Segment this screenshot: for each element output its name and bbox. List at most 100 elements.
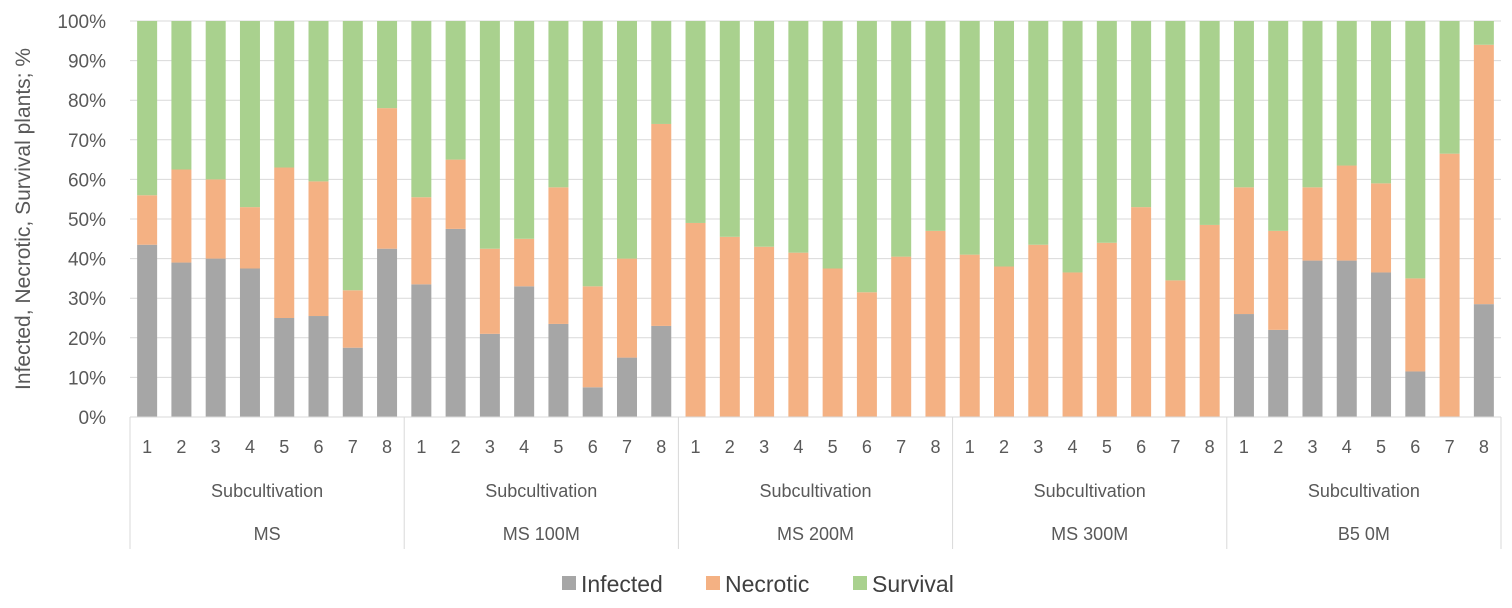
- bar-segment-infected: [308, 316, 329, 417]
- x-tick-label: 5: [828, 437, 838, 457]
- group-label: MS 300M: [1051, 524, 1128, 544]
- bar-segment-survival: [1268, 21, 1289, 231]
- bar-segment-survival: [1028, 21, 1049, 245]
- bar-segment-survival: [1062, 21, 1083, 273]
- legend-label: Survival: [872, 571, 954, 597]
- group-sublabel: Subcultivation: [211, 481, 323, 501]
- x-tick-label: 1: [965, 437, 975, 457]
- bar-segment-necrotic: [822, 268, 843, 417]
- bar-segment-survival: [1199, 21, 1220, 225]
- x-tick-label: 8: [382, 437, 392, 457]
- bar-segment-necrotic: [685, 222, 706, 417]
- x-tick-label: 4: [793, 437, 803, 457]
- bar-segment-necrotic: [754, 246, 775, 417]
- bar-segment-survival: [616, 21, 637, 259]
- bar-segment-infected: [239, 268, 260, 417]
- bar-segment-infected: [1302, 260, 1323, 417]
- x-tick-label: 6: [862, 437, 872, 457]
- y-tick-label: 30%: [68, 289, 106, 310]
- group-sublabel: Subcultivation: [759, 481, 871, 501]
- x-tick-label: 1: [416, 437, 426, 457]
- bar-segment-survival: [171, 21, 192, 170]
- bar-segment-survival: [377, 21, 398, 109]
- bar-segment-survival: [994, 21, 1015, 267]
- bar-segment-infected: [445, 228, 466, 417]
- bar-segment-infected: [377, 248, 398, 417]
- y-tick-label: 60%: [68, 170, 106, 191]
- bar-segment-survival: [651, 21, 672, 124]
- x-tick-label: 1: [1239, 437, 1249, 457]
- y-tick-label: 80%: [68, 91, 106, 112]
- bar-segment-survival: [1302, 21, 1323, 188]
- bar-segment-survival: [891, 21, 912, 257]
- x-tick-label: 6: [588, 437, 598, 457]
- bar-segment-necrotic: [856, 292, 877, 417]
- bar-segment-survival: [925, 21, 946, 231]
- bars: [137, 21, 1494, 417]
- x-tick-label: 7: [1170, 437, 1180, 457]
- bar-segment-infected: [1336, 260, 1357, 417]
- x-tick-label: 3: [1307, 437, 1317, 457]
- x-tick-label: 5: [1376, 437, 1386, 457]
- bar-segment-necrotic: [719, 236, 740, 417]
- y-tick-label: 10%: [68, 368, 106, 389]
- bar-segment-infected: [651, 325, 672, 417]
- bar-segment-survival: [1371, 21, 1392, 184]
- x-tick-label: 5: [279, 437, 289, 457]
- group-sublabel: Subcultivation: [1034, 481, 1146, 501]
- x-tick-label: 8: [930, 437, 940, 457]
- x-tick-label: 1: [142, 437, 152, 457]
- bar-segment-necrotic: [616, 258, 637, 358]
- y-tick-label: 100%: [57, 12, 106, 33]
- bar-segment-necrotic: [411, 197, 432, 285]
- x-tick-label: 2: [176, 437, 186, 457]
- y-tick-label: 40%: [68, 250, 106, 271]
- x-tick-label: 7: [348, 437, 358, 457]
- bar-segment-necrotic: [994, 266, 1015, 417]
- bar-segment-survival: [308, 21, 329, 182]
- bar-segment-survival: [205, 21, 226, 180]
- bar-segment-necrotic: [891, 256, 912, 417]
- bar-segment-infected: [548, 323, 569, 417]
- group-label: MS: [254, 524, 281, 544]
- bar-segment-necrotic: [1336, 165, 1357, 261]
- bar-segment-survival: [1233, 21, 1254, 188]
- bar-segment-survival: [239, 21, 260, 208]
- legend-label: Necrotic: [725, 571, 809, 597]
- y-tick-label: 20%: [68, 329, 106, 350]
- group-sublabel: Subcultivation: [1308, 481, 1420, 501]
- bar-segment-survival: [822, 21, 843, 269]
- x-tick-label: 3: [485, 437, 495, 457]
- x-tick-label: 7: [896, 437, 906, 457]
- bar-segment-necrotic: [137, 195, 158, 245]
- x-tick-label: 7: [1445, 437, 1455, 457]
- bar-segment-survival: [548, 21, 569, 188]
- x-tick-label: 7: [622, 437, 632, 457]
- bar-segment-necrotic: [205, 179, 226, 259]
- bar-segment-infected: [342, 347, 363, 417]
- bar-segment-infected: [582, 387, 603, 417]
- bar-segment-infected: [274, 318, 295, 417]
- bar-segment-survival: [1473, 21, 1494, 45]
- bar-segment-infected: [1473, 304, 1494, 417]
- bar-segment-survival: [856, 21, 877, 293]
- bar-segment-survival: [514, 21, 535, 239]
- bar-segment-necrotic: [651, 123, 672, 326]
- bar-segment-survival: [754, 21, 775, 247]
- x-tick-label: 4: [1068, 437, 1078, 457]
- legend: Infected Necrotic Survival: [562, 571, 954, 597]
- bar-segment-infected: [479, 333, 500, 417]
- x-tick-label: 3: [211, 437, 221, 457]
- bar-segment-necrotic: [1131, 207, 1152, 417]
- bar-segment-necrotic: [308, 181, 329, 317]
- x-tick-label: 8: [1205, 437, 1215, 457]
- bar-segment-necrotic: [1302, 187, 1323, 261]
- bar-segment-necrotic: [479, 248, 500, 334]
- bar-segment-survival: [137, 21, 158, 196]
- bar-segment-necrotic: [514, 238, 535, 287]
- bar-segment-necrotic: [239, 207, 260, 269]
- bar-segment-necrotic: [1439, 153, 1460, 417]
- legend-swatch-necrotic: [706, 576, 720, 590]
